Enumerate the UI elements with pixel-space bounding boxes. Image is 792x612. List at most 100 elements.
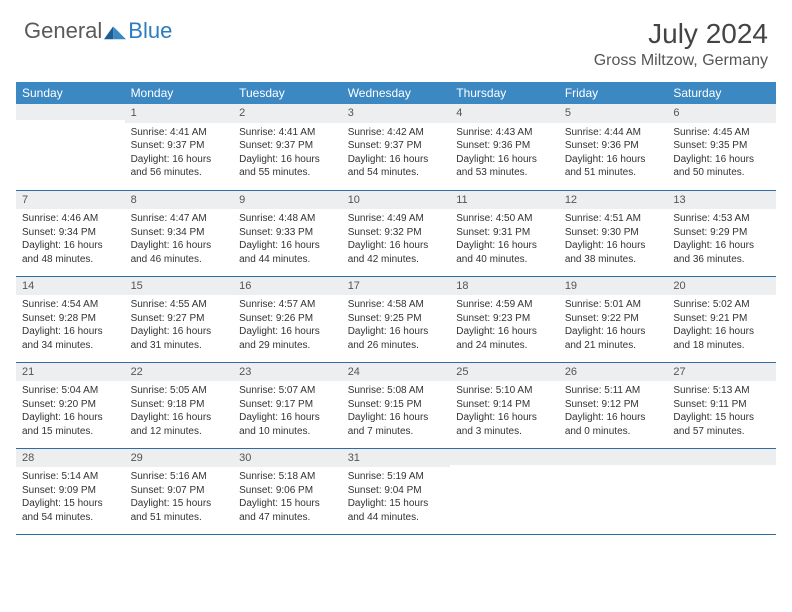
day-info-line: Sunset: 9:21 PM (673, 312, 770, 326)
day-number: 15 (125, 277, 234, 296)
day-info-line: Daylight: 15 hours and 57 minutes. (673, 411, 770, 438)
day-info-line: Sunrise: 5:08 AM (348, 384, 445, 398)
day-body: Sunrise: 4:59 AMSunset: 9:23 PMDaylight:… (450, 295, 559, 354)
day-info-line: Sunset: 9:12 PM (565, 398, 662, 412)
day-info-line: Sunrise: 5:07 AM (239, 384, 336, 398)
calendar-day-cell: 8Sunrise: 4:47 AMSunset: 9:34 PMDaylight… (125, 190, 234, 276)
day-number: 18 (450, 277, 559, 296)
calendar-day-cell (667, 448, 776, 534)
calendar-day-cell: 9Sunrise: 4:48 AMSunset: 9:33 PMDaylight… (233, 190, 342, 276)
day-number: 16 (233, 277, 342, 296)
day-info-line: Daylight: 15 hours and 44 minutes. (348, 497, 445, 524)
day-info-line: Sunrise: 4:54 AM (22, 298, 119, 312)
day-body: Sunrise: 4:57 AMSunset: 9:26 PMDaylight:… (233, 295, 342, 354)
day-body: Sunrise: 5:18 AMSunset: 9:06 PMDaylight:… (233, 467, 342, 526)
day-info-line: Sunset: 9:34 PM (131, 226, 228, 240)
calendar-body: 1Sunrise: 4:41 AMSunset: 9:37 PMDaylight… (16, 104, 776, 534)
day-number: 8 (125, 191, 234, 210)
day-number: 28 (16, 449, 125, 468)
day-info-line: Sunrise: 4:41 AM (239, 126, 336, 140)
day-number: 29 (125, 449, 234, 468)
day-body: Sunrise: 4:46 AMSunset: 9:34 PMDaylight:… (16, 209, 125, 268)
calendar-day-cell: 15Sunrise: 4:55 AMSunset: 9:27 PMDayligh… (125, 276, 234, 362)
calendar-table: Sunday Monday Tuesday Wednesday Thursday… (16, 82, 776, 535)
day-number (450, 449, 559, 465)
day-info-line: Daylight: 16 hours and 44 minutes. (239, 239, 336, 266)
day-info-line: Sunset: 9:34 PM (22, 226, 119, 240)
day-number (559, 449, 668, 465)
day-info-line: Daylight: 16 hours and 7 minutes. (348, 411, 445, 438)
day-info-line: Sunrise: 4:44 AM (565, 126, 662, 140)
day-body: Sunrise: 4:49 AMSunset: 9:32 PMDaylight:… (342, 209, 451, 268)
page-header: General Blue July 2024 Gross Miltzow, Ge… (0, 0, 792, 76)
calendar-day-cell: 1Sunrise: 4:41 AMSunset: 9:37 PMDaylight… (125, 104, 234, 190)
day-info-line: Daylight: 16 hours and 10 minutes. (239, 411, 336, 438)
day-number: 12 (559, 191, 668, 210)
calendar-day-cell: 31Sunrise: 5:19 AMSunset: 9:04 PMDayligh… (342, 448, 451, 534)
calendar-day-cell (559, 448, 668, 534)
weekday-header: Wednesday (342, 82, 451, 104)
day-info-line: Sunset: 9:33 PM (239, 226, 336, 240)
brand-blue: Blue (128, 18, 172, 44)
day-info-line: Daylight: 16 hours and 48 minutes. (22, 239, 119, 266)
calendar-day-cell: 10Sunrise: 4:49 AMSunset: 9:32 PMDayligh… (342, 190, 451, 276)
calendar-day-cell: 29Sunrise: 5:16 AMSunset: 9:07 PMDayligh… (125, 448, 234, 534)
weekday-header: Saturday (667, 82, 776, 104)
brand-general: General (24, 18, 102, 44)
calendar-day-cell: 14Sunrise: 4:54 AMSunset: 9:28 PMDayligh… (16, 276, 125, 362)
day-info-line: Sunrise: 5:02 AM (673, 298, 770, 312)
day-info-line: Daylight: 16 hours and 3 minutes. (456, 411, 553, 438)
day-body: Sunrise: 4:41 AMSunset: 9:37 PMDaylight:… (233, 123, 342, 182)
calendar-day-cell: 2Sunrise: 4:41 AMSunset: 9:37 PMDaylight… (233, 104, 342, 190)
day-info-line: Sunrise: 4:57 AM (239, 298, 336, 312)
day-body: Sunrise: 4:45 AMSunset: 9:35 PMDaylight:… (667, 123, 776, 182)
weekday-header: Tuesday (233, 82, 342, 104)
calendar-day-cell: 27Sunrise: 5:13 AMSunset: 9:11 PMDayligh… (667, 362, 776, 448)
day-number: 6 (667, 104, 776, 123)
calendar-day-cell: 3Sunrise: 4:42 AMSunset: 9:37 PMDaylight… (342, 104, 451, 190)
day-info-line: Daylight: 16 hours and 46 minutes. (131, 239, 228, 266)
day-number: 1 (125, 104, 234, 123)
day-body: Sunrise: 5:10 AMSunset: 9:14 PMDaylight:… (450, 381, 559, 440)
day-body: Sunrise: 4:55 AMSunset: 9:27 PMDaylight:… (125, 295, 234, 354)
calendar-day-cell: 6Sunrise: 4:45 AMSunset: 9:35 PMDaylight… (667, 104, 776, 190)
day-body: Sunrise: 4:48 AMSunset: 9:33 PMDaylight:… (233, 209, 342, 268)
day-info-line: Sunset: 9:32 PM (348, 226, 445, 240)
day-body: Sunrise: 4:50 AMSunset: 9:31 PMDaylight:… (450, 209, 559, 268)
day-info-line: Sunrise: 5:13 AM (673, 384, 770, 398)
brand-logo: General Blue (24, 18, 172, 44)
day-number: 9 (233, 191, 342, 210)
day-info-line: Daylight: 16 hours and 31 minutes. (131, 325, 228, 352)
calendar-week-row: 14Sunrise: 4:54 AMSunset: 9:28 PMDayligh… (16, 276, 776, 362)
day-body: Sunrise: 4:42 AMSunset: 9:37 PMDaylight:… (342, 123, 451, 182)
day-body: Sunrise: 5:16 AMSunset: 9:07 PMDaylight:… (125, 467, 234, 526)
day-info-line: Sunset: 9:36 PM (456, 139, 553, 153)
day-info-line: Sunset: 9:25 PM (348, 312, 445, 326)
day-info-line: Sunset: 9:29 PM (673, 226, 770, 240)
day-info-line: Sunset: 9:37 PM (131, 139, 228, 153)
day-number: 30 (233, 449, 342, 468)
day-info-line: Sunrise: 5:05 AM (131, 384, 228, 398)
day-number: 21 (16, 363, 125, 382)
weekday-header: Friday (559, 82, 668, 104)
day-info-line: Sunset: 9:36 PM (565, 139, 662, 153)
day-number: 25 (450, 363, 559, 382)
calendar-day-cell (450, 448, 559, 534)
day-body: Sunrise: 4:43 AMSunset: 9:36 PMDaylight:… (450, 123, 559, 182)
day-info-line: Daylight: 16 hours and 26 minutes. (348, 325, 445, 352)
day-info-line: Sunrise: 5:14 AM (22, 470, 119, 484)
calendar-day-cell: 21Sunrise: 5:04 AMSunset: 9:20 PMDayligh… (16, 362, 125, 448)
calendar-day-cell: 18Sunrise: 4:59 AMSunset: 9:23 PMDayligh… (450, 276, 559, 362)
day-info-line: Sunrise: 4:53 AM (673, 212, 770, 226)
day-info-line: Daylight: 16 hours and 54 minutes. (348, 153, 445, 180)
calendar-day-cell: 12Sunrise: 4:51 AMSunset: 9:30 PMDayligh… (559, 190, 668, 276)
day-body: Sunrise: 5:04 AMSunset: 9:20 PMDaylight:… (16, 381, 125, 440)
day-info-line: Sunrise: 5:11 AM (565, 384, 662, 398)
day-info-line: Daylight: 16 hours and 29 minutes. (239, 325, 336, 352)
calendar-day-cell: 13Sunrise: 4:53 AMSunset: 9:29 PMDayligh… (667, 190, 776, 276)
day-info-line: Sunset: 9:18 PM (131, 398, 228, 412)
calendar-day-cell: 25Sunrise: 5:10 AMSunset: 9:14 PMDayligh… (450, 362, 559, 448)
weekday-header: Thursday (450, 82, 559, 104)
day-info-line: Sunrise: 5:10 AM (456, 384, 553, 398)
calendar-day-cell: 4Sunrise: 4:43 AMSunset: 9:36 PMDaylight… (450, 104, 559, 190)
